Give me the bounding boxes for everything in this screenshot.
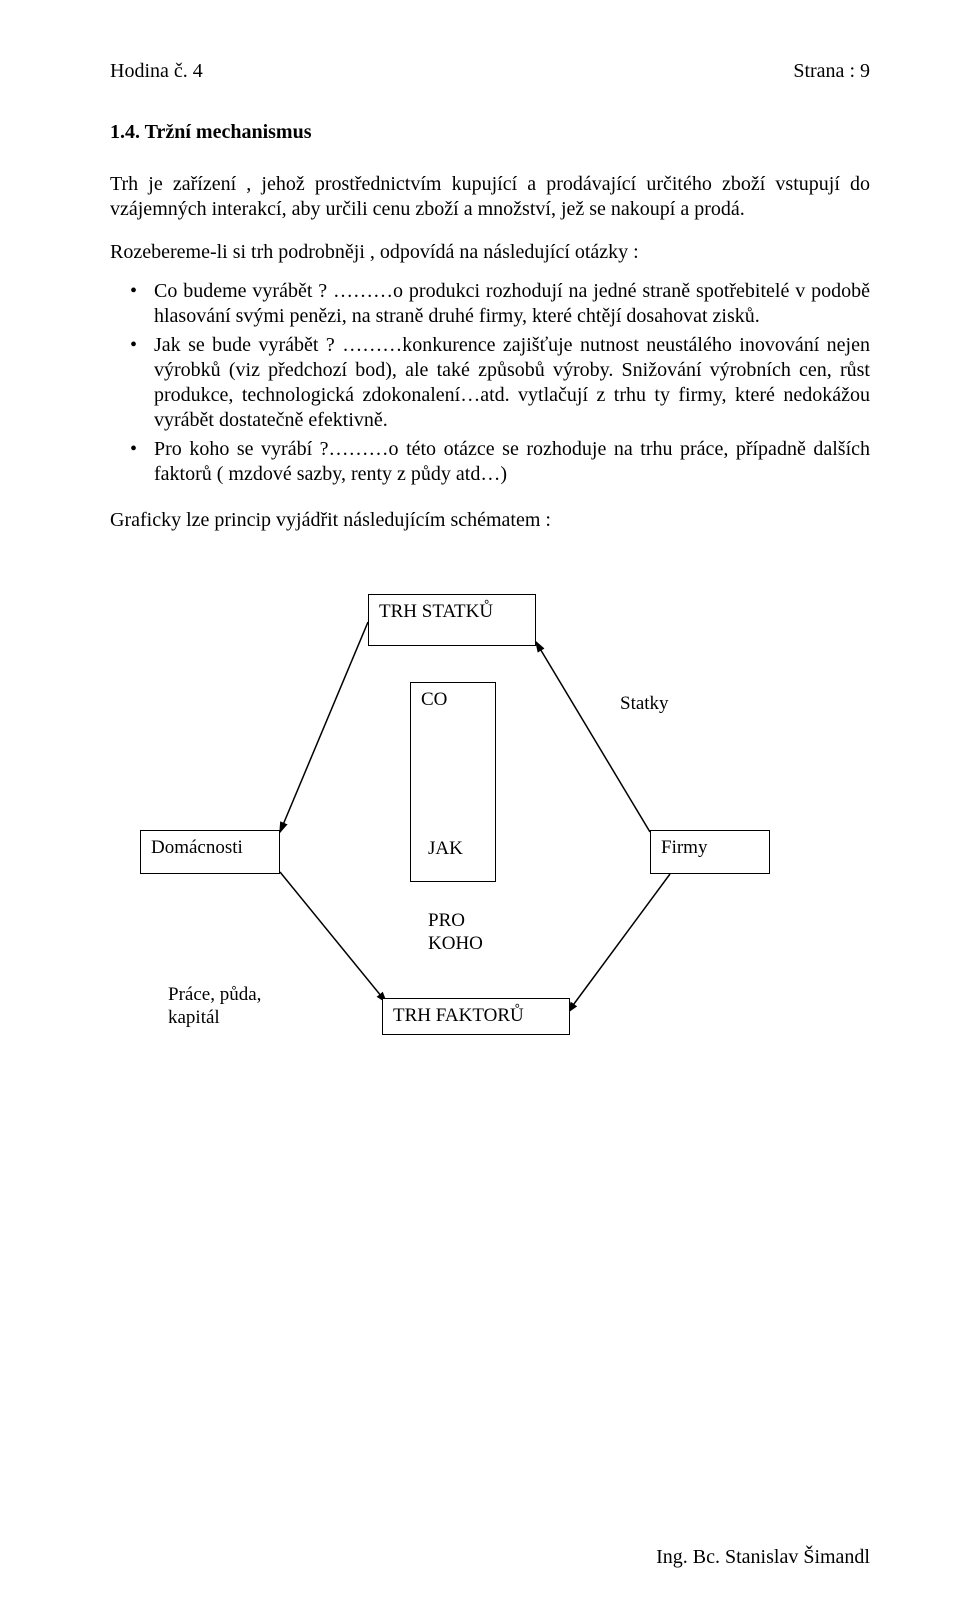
diagram-node-jak: JAK bbox=[418, 832, 478, 867]
list-item: Co budeme vyrábět ? ………o produkci rozhod… bbox=[110, 279, 870, 329]
diagram-node-statky: Statky bbox=[610, 687, 700, 722]
diagram-edge-1 bbox=[536, 642, 650, 832]
diagram-edge-3 bbox=[568, 874, 670, 1012]
page-header: Hodina č. 4 Strana : 9 bbox=[110, 60, 870, 83]
intro-paragraph: Trh je zařízení , jehož prostřednictvím … bbox=[110, 172, 870, 222]
diagram-node-pro-koho: PRO KOHO bbox=[418, 904, 498, 962]
schema-intro: Graficky lze princip vyjádřit následujíc… bbox=[110, 509, 870, 532]
flow-diagram: TRH STATKŮCOStatkyDomácnostiJAKFirmyPRO … bbox=[110, 552, 870, 1152]
page-footer: Ing. Bc. Stanislav Šimandl bbox=[656, 1546, 870, 1569]
diagram-node-prace: Práce, půda, kapitál bbox=[158, 978, 288, 1036]
intro-paragraph-2: Rozebereme-li si trh podrobněji , odpoví… bbox=[110, 240, 870, 265]
header-right: Strana : 9 bbox=[793, 60, 870, 83]
header-left: Hodina č. 4 bbox=[110, 60, 203, 83]
diagram-node-trh-faktoru: TRH FAKTORŮ bbox=[382, 998, 570, 1035]
list-item: Pro koho se vyrábí ?………o této otázce se … bbox=[110, 437, 870, 487]
diagram-edge-2 bbox=[280, 872, 386, 1002]
list-item: Jak se bude vyrábět ? ………konkurence zaji… bbox=[110, 333, 870, 433]
diagram-node-domacnosti: Domácnosti bbox=[140, 830, 280, 874]
bullet-list: Co budeme vyrábět ? ………o produkci rozhod… bbox=[110, 279, 870, 487]
diagram-node-firmy: Firmy bbox=[650, 830, 770, 874]
section-title: 1.4. Tržní mechanismus bbox=[110, 121, 870, 144]
diagram-node-trh-statku: TRH STATKŮ bbox=[368, 594, 536, 646]
diagram-edge-0 bbox=[280, 622, 368, 832]
